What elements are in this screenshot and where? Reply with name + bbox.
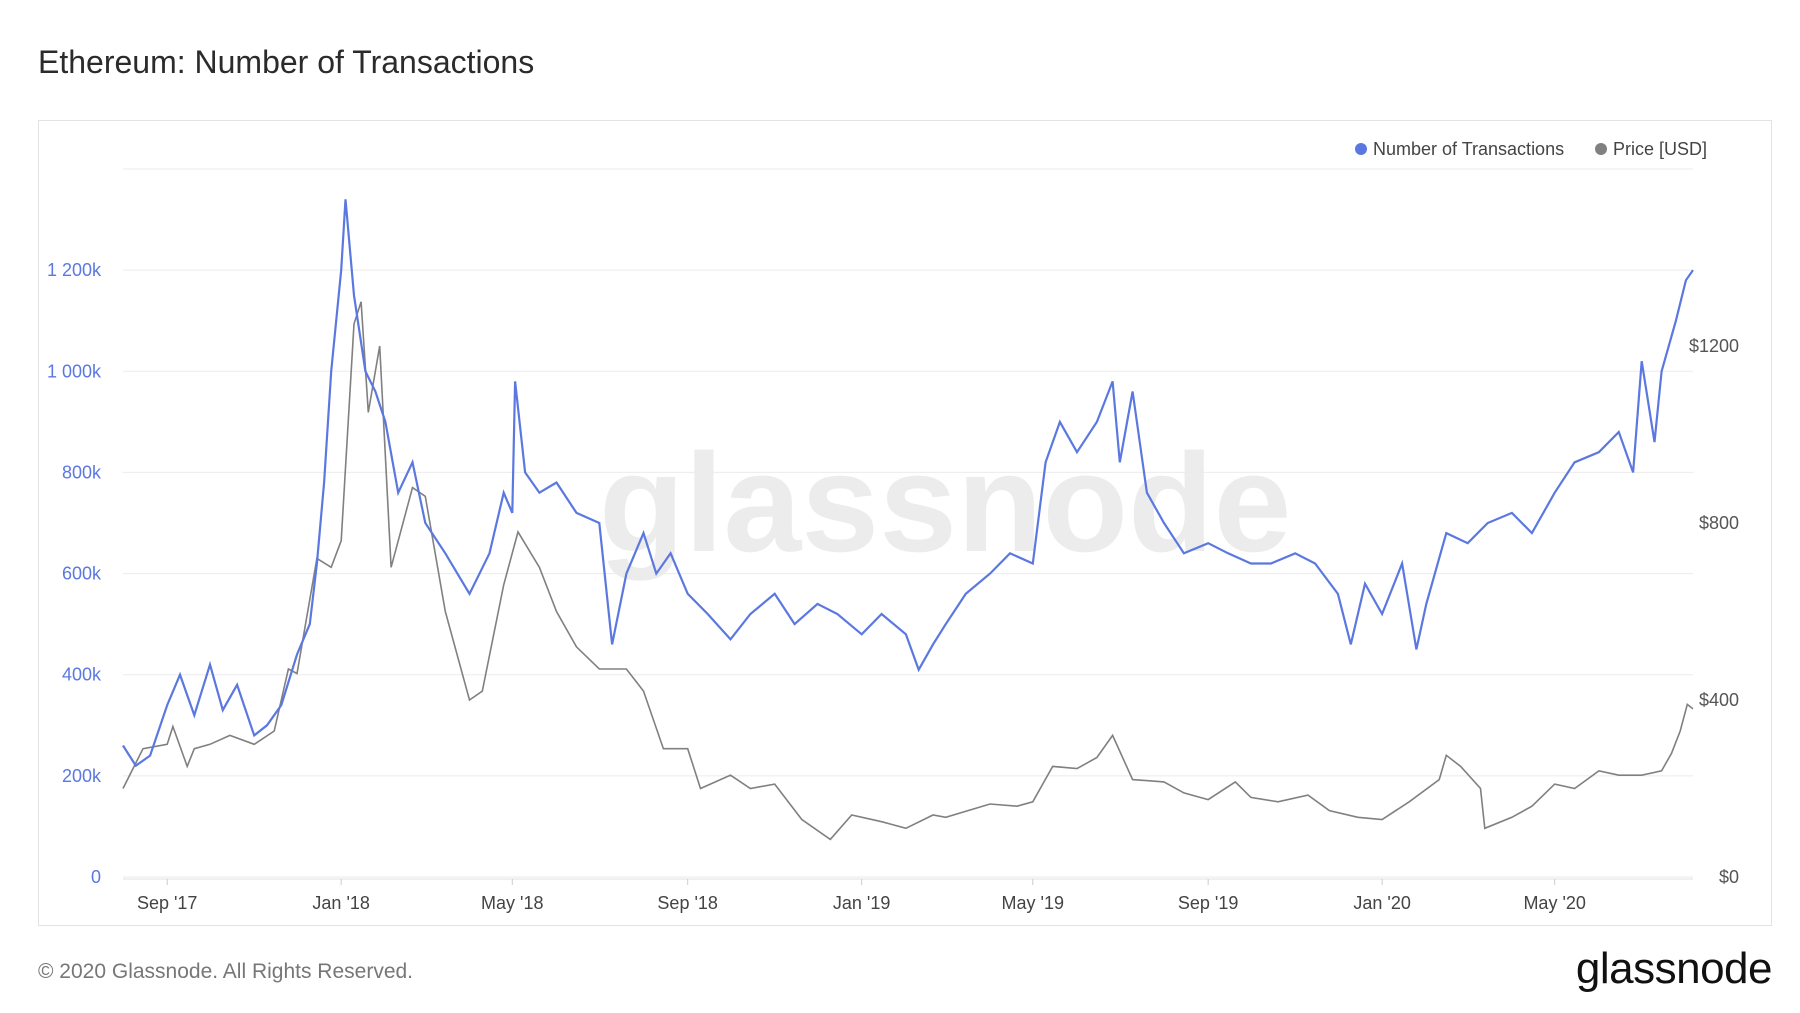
copyright-footer: © 2020 Glassnode. All Rights Reserved. [38,960,414,983]
x-tick-label: Jan '20 [1353,893,1410,913]
series-price-line [122,301,1694,841]
legend-label-price: Price [USD] [1613,139,1707,159]
grid [123,168,1693,878]
y-left-tick-label: 1 200k [47,260,102,280]
series-transactions-line [122,199,1694,768]
x-tick-label: Sep '17 [137,893,198,913]
chart-panel: glassnode 0 200k 400k 600k 800k 1 000k 1 200k … [38,120,1772,926]
x-tick-label: Sep '19 [1178,893,1239,913]
legend-item-transactions[interactable]: Number of Transactions [1355,139,1564,159]
y-left-tick-label: 600k [62,564,102,584]
y-right-tick-label: $400 [1699,690,1739,710]
legend-label-transactions: Number of Transactions [1373,139,1564,159]
brand-logo: glassnode [1575,944,1773,993]
y-left-tick-label: 1 000k [47,361,102,381]
x-tick-label: Jan '18 [312,893,369,913]
y-right-tick-label: $1200 [1689,336,1739,356]
page-title: Ethereum: Number of Transactions [38,44,535,80]
y-left-tick-label: 0 [91,867,101,887]
y-right-tick-label: $800 [1699,513,1739,533]
y-right-tick-label: $0 [1719,867,1739,887]
y-axis-right: $0 $400 $800 $1200 [1689,336,1739,887]
legend-item-price[interactable]: Price [USD] [1595,139,1707,159]
y-left-tick-label: 200k [62,766,102,786]
x-axis: Sep '17 Jan '18 May '18 Sep '18 Jan '19 May '… [123,878,1693,913]
legend: Number of Transactions Price [USD] [1355,139,1707,159]
x-tick-label: May '19 [1002,893,1064,913]
x-tick-label: May '20 [1523,893,1585,913]
x-tick-label: Sep '18 [657,893,718,913]
legend-dot-transactions [1355,143,1367,155]
y-left-tick-label: 800k [62,462,102,482]
watermark: glassnode [599,424,1291,581]
x-tick-label: May '18 [481,893,543,913]
y-left-tick-label: 400k [62,665,102,685]
y-axis-left: 0 200k 400k 600k 800k 1 000k 1 200k [47,260,102,887]
x-tick-label: Jan '19 [833,893,890,913]
legend-dot-price [1595,143,1607,155]
